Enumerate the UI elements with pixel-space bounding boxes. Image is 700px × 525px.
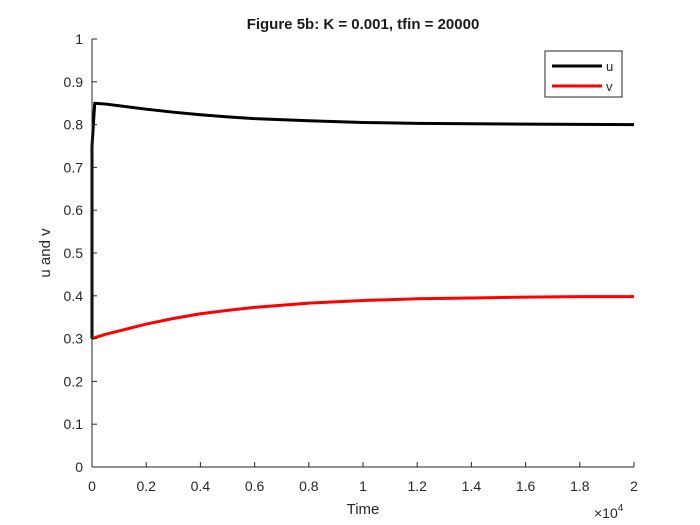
series-line-v [91,295,634,341]
legend: u v [544,50,623,98]
x-tick-label: 0.6 [245,478,265,494]
x-tick-label: 1 [359,478,367,494]
y-tick-label: 0.6 [64,202,84,218]
y-tick-label: 0.8 [64,117,84,133]
x-tick-label: 1.8 [570,478,590,494]
y-tick-label: 0.4 [64,288,84,304]
y-tick-label: 0.3 [64,331,84,347]
chart-title: Figure 5b: K = 0.001, tfin = 20000 [247,16,480,33]
ticks-layer: 0 0.2 0.4 0.6 0.8 1 1.2 1.4 1.6 1.8 2 0 0.1 0.2 0.3 0.4… [64,31,639,494]
x-scale-factor: ×104 [594,503,624,521]
x-tick-label: 1.4 [462,478,482,494]
x-tick-label: 0 [88,478,96,494]
y-tick-label: 0.5 [64,245,84,261]
x-tick-label: 2 [630,478,638,494]
y-tick-label: 1 [75,31,83,47]
x-tick-label: 0.4 [191,478,211,494]
legend-box [544,50,623,98]
legend-label-v: v [606,79,613,94]
legend-label-u: u [606,59,613,74]
x-tick-label: 1.2 [407,478,427,494]
x-scale-exponent: 4 [618,503,624,514]
x-tick-label: 0.2 [136,478,156,494]
y-tick-label: 0.2 [64,373,84,389]
x-tick-label: 1.6 [516,478,536,494]
series-line-u [90,101,635,339]
plot-area [92,39,634,467]
series-layer [90,101,635,341]
y-tick-label: 0.1 [64,416,84,432]
y-tick-label: 0.9 [64,74,84,90]
x-scale-base: ×10 [594,505,618,521]
y-tick-label: 0.7 [64,159,84,175]
y-axis-label: u and v [37,228,54,278]
y-tick-label: 0 [75,459,83,475]
x-tick-label: 0.8 [299,478,319,494]
x-axis-label: Time [347,501,380,518]
